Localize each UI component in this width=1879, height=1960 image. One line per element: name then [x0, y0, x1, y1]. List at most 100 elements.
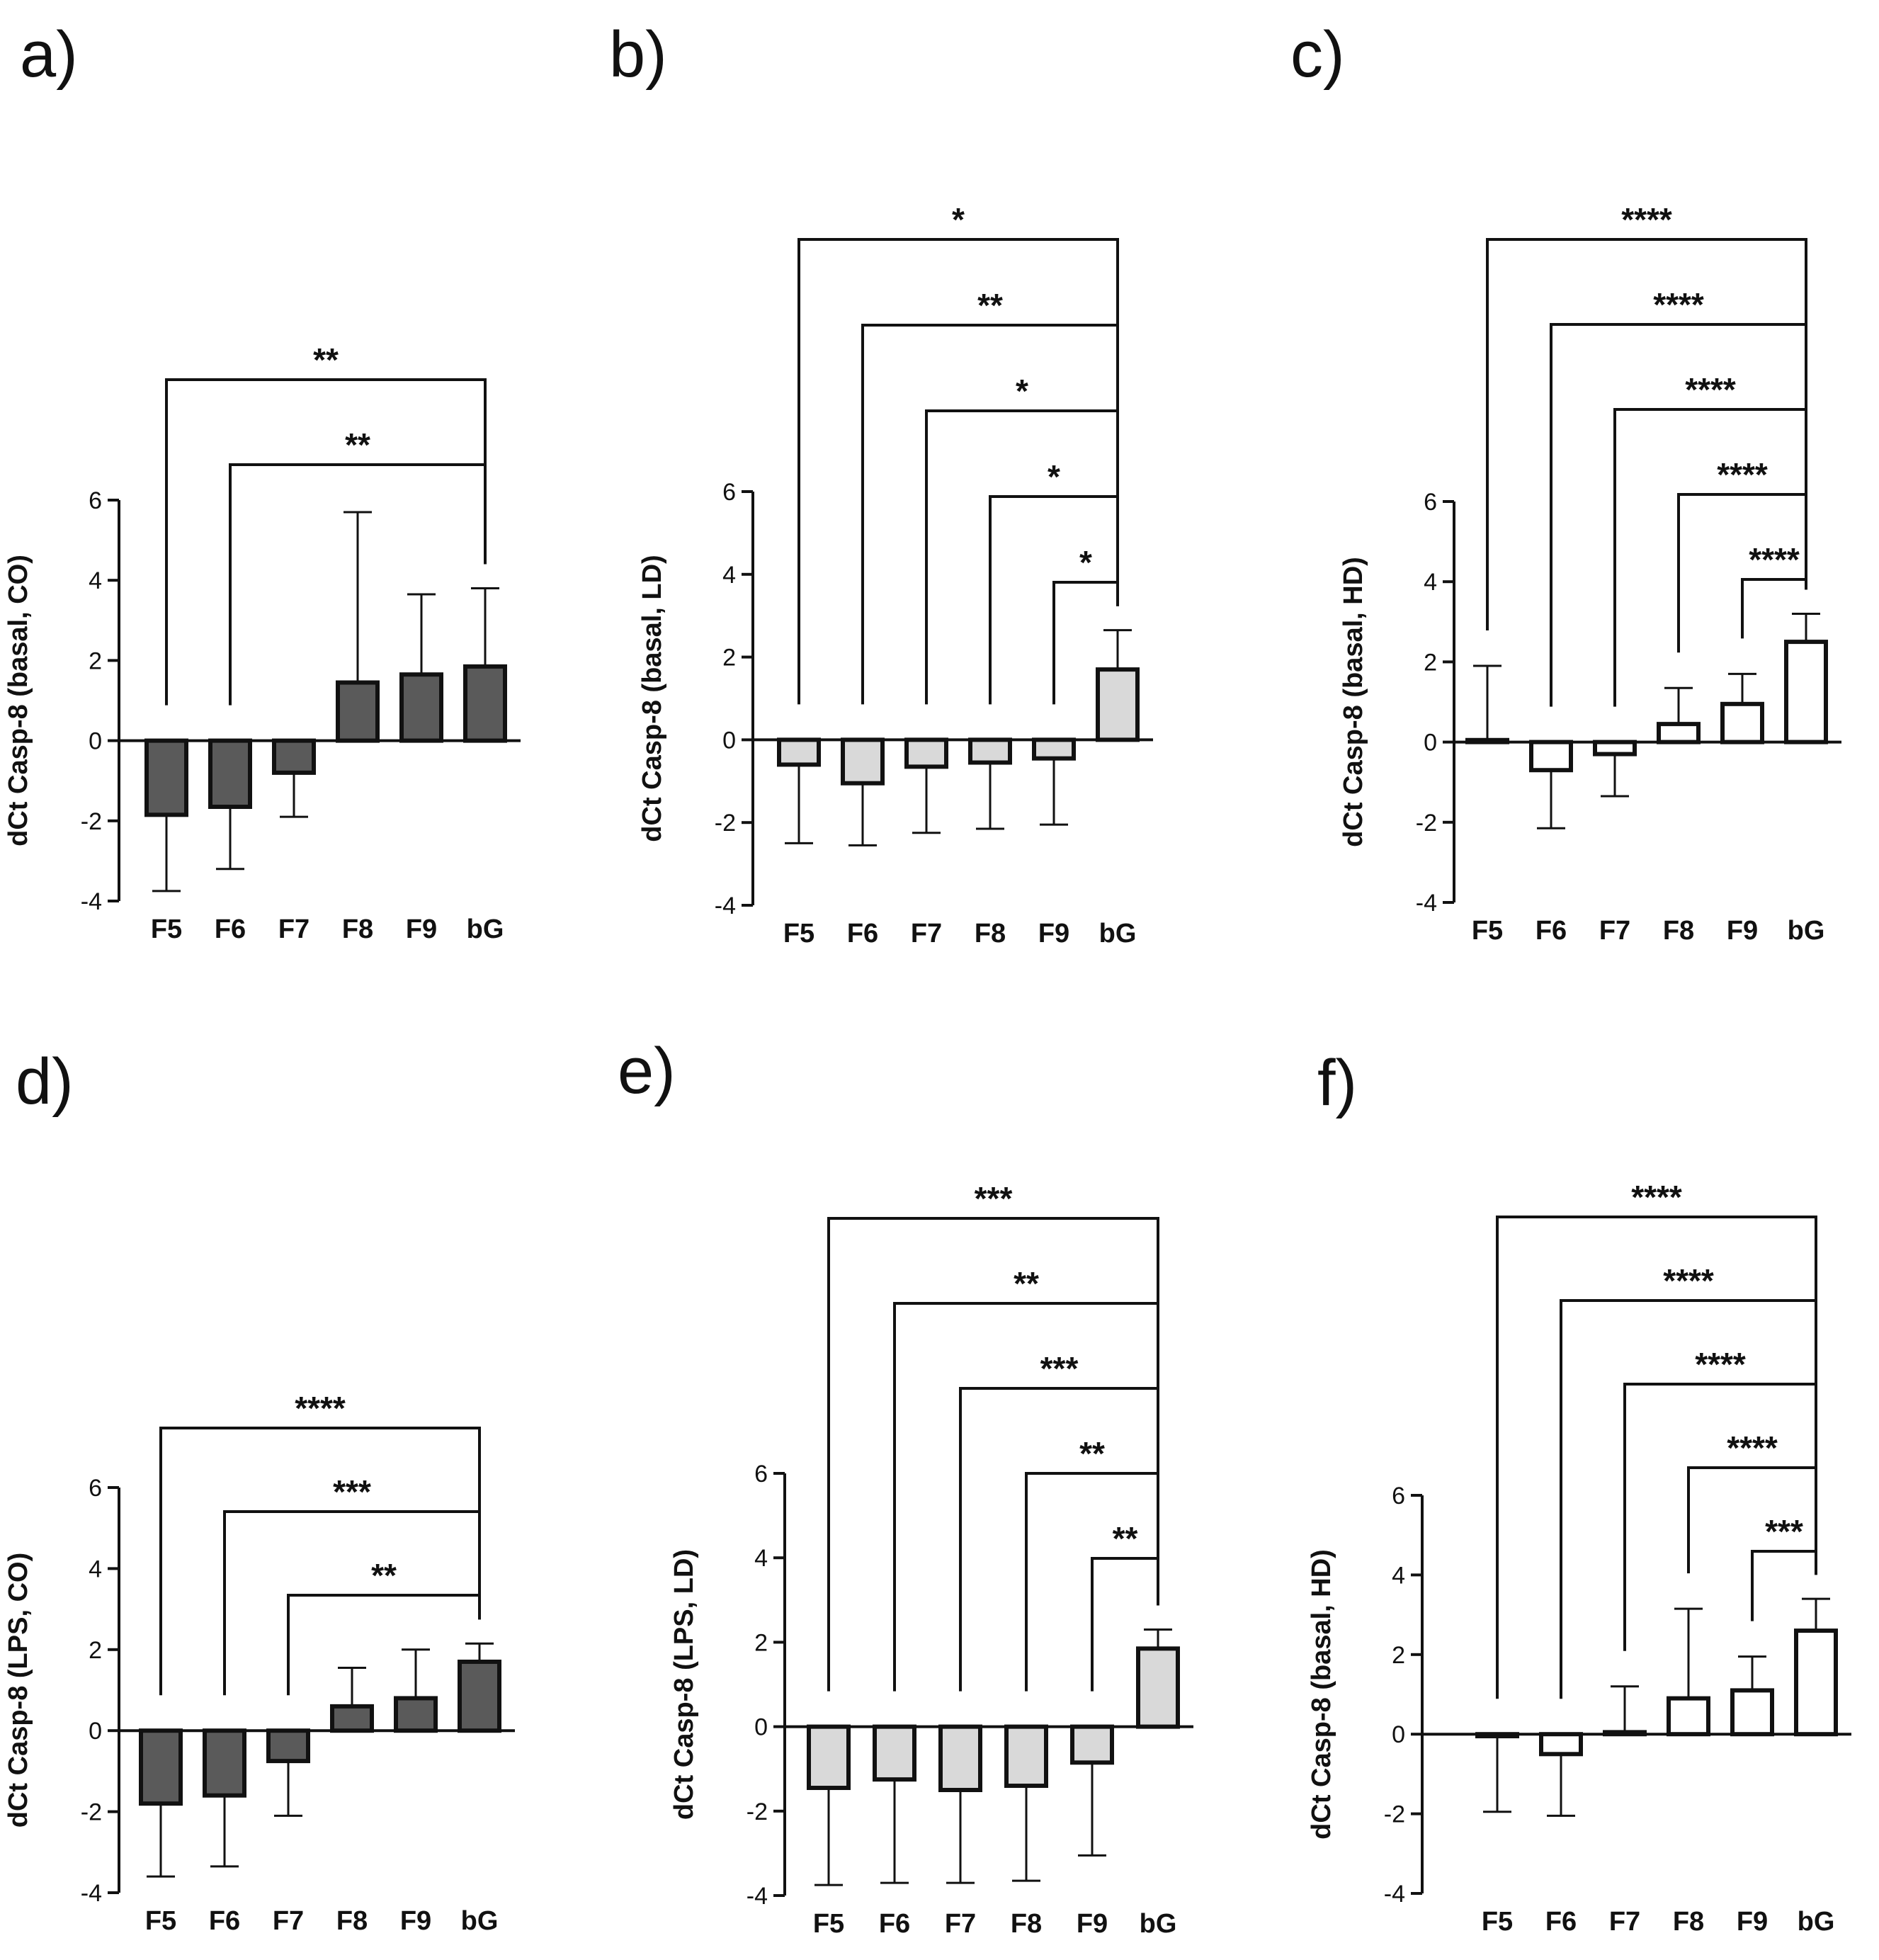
significance-label: **: [313, 341, 339, 378]
y-tick-label: -2: [715, 810, 736, 837]
x-tick-label: F7: [1599, 916, 1630, 946]
y-tick-label: 6: [89, 487, 102, 514]
bar: [777, 737, 821, 767]
significance-bracket: [229, 463, 487, 706]
significance-bracket: [223, 1510, 481, 1696]
bar: [1032, 737, 1076, 761]
x-tick-label: bG: [1099, 919, 1137, 948]
y-tick-label: -2: [1416, 810, 1437, 837]
chart-panel-4: d) -4 -2 0 2 4 6 dCt Casp-8 (LPS, CO) F5 F6 F7 F8 F9…: [4, 1046, 515, 1936]
x-tick-label: F5: [783, 919, 814, 948]
bar: [1720, 701, 1764, 744]
y-tick-label: -4: [747, 1883, 768, 1910]
y-tick-label: 0: [1424, 730, 1437, 757]
bar: [1784, 640, 1828, 744]
y-tick-label: 4: [722, 562, 736, 589]
y-tick-label: 6: [89, 1475, 102, 1502]
x-tick-label: F5: [1482, 1907, 1513, 1937]
y-tick-label: -2: [81, 1799, 102, 1826]
x-tick-label: F8: [1663, 916, 1694, 946]
y-tick-label: 2: [89, 647, 102, 674]
y-axis-label: dCt Casp-8 (basal, CO): [4, 555, 33, 846]
y-tick-label: 4: [89, 1556, 102, 1582]
bar: [841, 737, 885, 786]
x-tick-label: bG: [1788, 916, 1825, 946]
x-tick-label: bG: [1140, 1909, 1177, 1939]
x-tick-label: F9: [1038, 919, 1069, 948]
significance-label: **: [977, 287, 1003, 324]
bar: [938, 1724, 982, 1793]
significance-label: ***: [1040, 1350, 1079, 1387]
x-tick-label: F6: [209, 1906, 240, 1936]
significance-label: **: [371, 1557, 397, 1594]
bar: [1529, 740, 1573, 773]
x-tick-label: F9: [1727, 916, 1758, 946]
bar: [1657, 722, 1701, 744]
panel-label: c): [1290, 18, 1345, 91]
bar: [399, 672, 443, 743]
y-tick-label: 4: [1424, 569, 1437, 596]
x-tick-label: F6: [1535, 916, 1567, 946]
significance-label: ****: [1717, 456, 1768, 493]
y-tick-label: 6: [1424, 489, 1437, 516]
chart-panel-6: f) -4 -2 0 2 4 6 dCt Casp-8 (basal, HD) F5 F6 F7 F8…: [1307, 1047, 1851, 1937]
bar: [873, 1724, 916, 1782]
y-tick-label: 0: [1392, 1721, 1405, 1748]
y-axis-label: dCt Casp-8 (LPS, CO): [4, 1553, 33, 1828]
significance-label: ****: [1621, 201, 1672, 238]
y-tick-label: 6: [754, 1461, 768, 1488]
y-tick-label: -4: [715, 893, 736, 919]
panel-label: a): [20, 18, 78, 91]
bar: [139, 1728, 183, 1806]
y-tick-label: 6: [722, 479, 736, 506]
bar: [208, 738, 252, 809]
significance-label: *: [1016, 373, 1028, 409]
y-tick-label: -4: [81, 888, 102, 915]
bar: [968, 737, 1012, 765]
x-tick-label: F6: [1545, 1907, 1577, 1937]
bar: [458, 1659, 501, 1733]
significance-bracket: [1687, 1466, 1817, 1575]
bar: [336, 680, 380, 743]
x-tick-label: bG: [461, 1906, 499, 1936]
y-tick-label: -4: [1384, 1881, 1405, 1908]
bar: [807, 1724, 851, 1791]
x-tick-label: F7: [278, 914, 310, 944]
bar: [1004, 1724, 1048, 1789]
x-tick-label: F5: [1472, 916, 1503, 946]
y-axis-label: dCt Casp-8 (basal, HD): [1307, 1549, 1336, 1840]
y-tick-label: 0: [722, 727, 736, 754]
significance-label: ****: [1749, 541, 1800, 578]
bar: [463, 664, 507, 743]
significance-label: ****: [1695, 1346, 1746, 1383]
x-tick-label: F6: [879, 1909, 910, 1939]
x-tick-label: F6: [847, 919, 878, 948]
bar: [330, 1704, 374, 1733]
x-tick-label: F8: [1673, 1907, 1704, 1937]
y-tick-label: -2: [81, 808, 102, 835]
significance-bracket: [989, 495, 1119, 705]
y-tick-label: 6: [1392, 1483, 1405, 1509]
bar: [1667, 1696, 1710, 1737]
x-tick-label: F9: [406, 914, 437, 944]
significance-bracket: [1025, 1472, 1159, 1692]
bar: [1070, 1724, 1114, 1765]
y-tick-label: 2: [754, 1629, 768, 1656]
x-tick-label: F9: [1737, 1907, 1768, 1937]
x-tick-label: F5: [813, 1909, 844, 1939]
chart-panel-2: b) -4 -2 0 2 4 6 dCt Casp-8 (basal, LD) F5 F6 F7 F8…: [609, 18, 1153, 948]
y-tick-label: 4: [89, 567, 102, 594]
significance-bracket: [287, 1594, 481, 1696]
bar: [904, 737, 948, 769]
y-axis-label: dCt Casp-8 (basal, HD): [1339, 557, 1368, 847]
panel-label: b): [609, 18, 667, 91]
x-tick-label: F8: [342, 914, 373, 944]
bar: [1730, 1688, 1774, 1737]
significance-bracket: [1677, 493, 1807, 653]
significance-label: ****: [295, 1390, 346, 1427]
significance-label: **: [345, 426, 370, 463]
chart-panel-3: c) -4 -2 0 2 4 6 dCt Casp-8 (basal, HD) F5 F6 F7 F8…: [1290, 18, 1841, 946]
x-tick-label: bG: [1798, 1907, 1835, 1937]
